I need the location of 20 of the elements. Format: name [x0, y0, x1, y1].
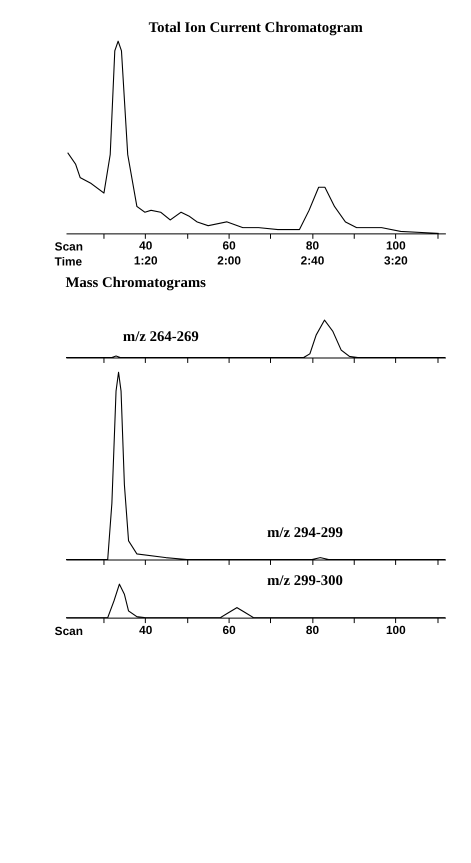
x-tick-label: 100 [386, 622, 406, 637]
chart-title: Total Ion Current Chromatogram [148, 20, 364, 36]
x-tick-label: 60 [222, 238, 236, 253]
x-tick-label: 60 [222, 622, 236, 637]
x-axis-title: Scan [54, 240, 83, 254]
series-label: m/z 294-299 [267, 524, 343, 541]
x2-tick-label: 2:40 [300, 253, 325, 268]
x-axis-title: Scan [54, 624, 83, 638]
x-tick-label: 80 [306, 622, 320, 637]
series-label: m/z 264-269 [122, 328, 199, 345]
x-tick-label: 100 [386, 238, 406, 253]
x2-tick-label: 1:20 [134, 253, 158, 268]
x-tick-label: 80 [306, 238, 320, 253]
x2-tick-label: 2:00 [217, 253, 242, 268]
x-tick-label: 40 [139, 622, 153, 637]
x2-tick-label: 3:20 [384, 253, 408, 268]
x2-axis-title: Time [54, 254, 82, 268]
chart-title: Mass Chromatograms [65, 275, 206, 292]
x-tick-label: 40 [139, 238, 153, 253]
series-label: m/z 299-300 [267, 573, 343, 590]
